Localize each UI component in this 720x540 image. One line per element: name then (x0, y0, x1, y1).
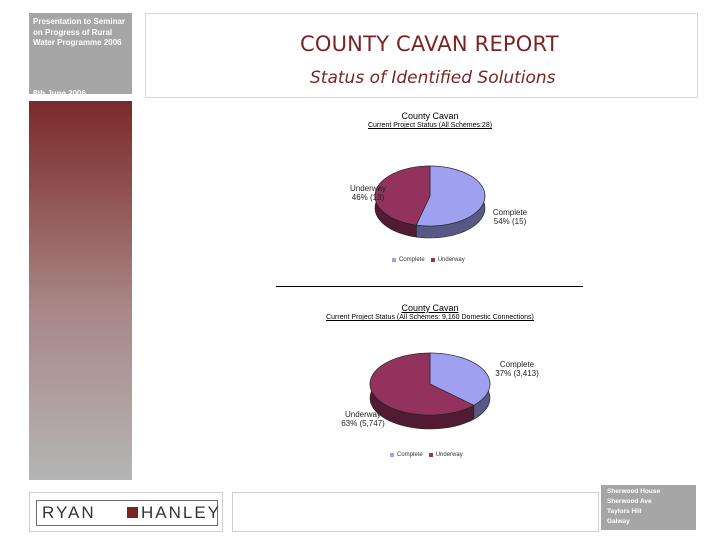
legend2-complete: Complete (397, 452, 423, 458)
legend2-swatch-complete (390, 453, 394, 457)
chart1-subtitle: Current Project Status (All Schemes:28) (367, 122, 493, 129)
legend2-underway: Underway (435, 452, 463, 458)
address-line-2: Sherwood Ave (607, 498, 652, 505)
address-line-1: Sherwood House (607, 488, 661, 495)
presentation-date: 8th June 2006 (33, 89, 86, 98)
left-gradient-bar (29, 101, 132, 480)
chart2-subtitle: Current Project Status (All Schemes: 9,1… (326, 314, 534, 321)
chart1-pie (374, 165, 486, 239)
chart1-label-complete: Complete 54% (15) (480, 208, 540, 226)
chart1-underway-value: 46% (13) (351, 193, 385, 202)
chart2-legend: Complete Underway (390, 452, 463, 458)
chart2-complete-name: Complete (499, 360, 535, 369)
chart2-label-underway: Underway 63% (5,747) (328, 410, 398, 428)
address-line-4: Galway (607, 518, 630, 525)
address-line-3: Taylors Hill (607, 508, 642, 515)
pie-slice-underway (369, 352, 475, 416)
chart2-complete-value: 37% (3,413) (495, 369, 539, 378)
chart1-underway-name: Underway (349, 184, 386, 193)
company-logo-box: RYAN HANLEY (29, 492, 223, 532)
pie-slice-complete (429, 352, 491, 406)
chart1-complete-name: Complete (492, 208, 528, 217)
chart2-underway-name: Underway (344, 410, 381, 419)
address-box: Sherwood House Sherwood Ave Taylors Hill… (601, 485, 696, 530)
legend2-swatch-underway (428, 453, 433, 457)
report-title: COUNTY CAVAN REPORT (300, 32, 559, 56)
chart1-legend: Complete Underway (392, 257, 465, 263)
legend-underway: Underway (437, 257, 465, 263)
legend-swatch-complete (392, 258, 396, 262)
logo-text-hanley: HANLEY (141, 503, 222, 522)
chart1-title: County Cavan (401, 111, 459, 121)
pie-slice-underway (374, 165, 431, 226)
legend-swatch-underway (430, 258, 435, 262)
chart1-complete-value: 54% (15) (493, 217, 527, 226)
logo-square-icon (127, 507, 138, 518)
report-subtitle: Status of Identified Solutions (310, 68, 556, 88)
presentation-title: Presentation to Seminar on Progress of R… (33, 17, 126, 47)
chart2-pie (369, 352, 491, 430)
chart2-underway-value: 63% (5,747) (341, 419, 385, 428)
chart1-label-underway: Underway 46% (13) (338, 184, 398, 202)
logo-text-ryan: RYAN (42, 503, 96, 522)
pie-slice-complete (415, 165, 486, 227)
chart2-label-complete: Complete 37% (3,413) (482, 360, 552, 378)
legend-complete: Complete (399, 257, 425, 263)
chart2-title: County Cavan (401, 303, 459, 313)
footer-bar (232, 492, 599, 532)
company-logo: RYAN HANLEY (36, 500, 222, 526)
presentation-title-box: Presentation to Seminar on Progress of R… (29, 13, 132, 98)
chart-divider (276, 286, 583, 287)
header-area (145, 13, 698, 98)
